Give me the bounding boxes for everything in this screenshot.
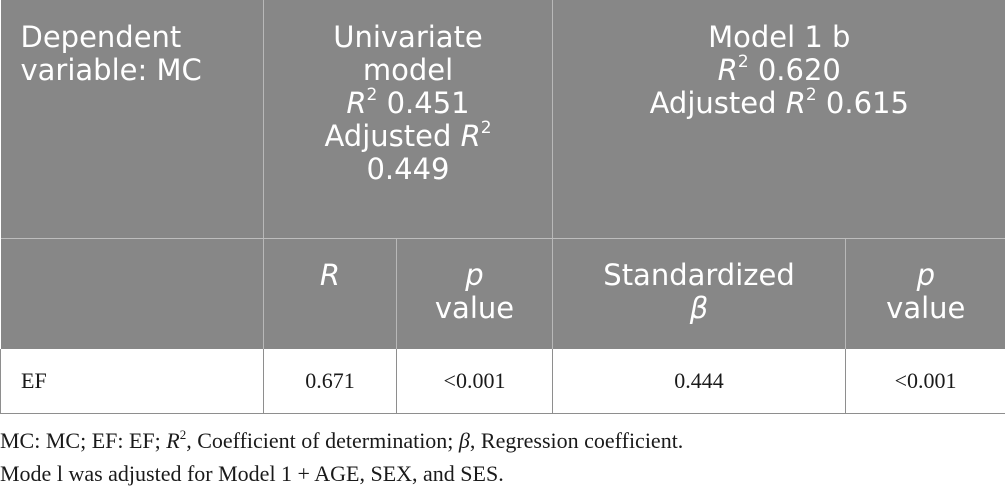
standardized-beta-cell: 0.444 xyxy=(552,349,847,414)
p-label-model: p xyxy=(916,257,935,292)
univariate-r2-sup: 2 xyxy=(366,85,378,106)
table-row: EF 0.671 <0.001 0.444 <0.001 xyxy=(0,349,1005,414)
table-footnotes: MC: MC; EF: EF; R2, Coefficient of deter… xyxy=(0,424,1005,490)
p-univariate-cell: <0.001 xyxy=(395,349,554,414)
model-1b-r2-sup: 2 xyxy=(737,52,749,73)
univariate-adjusted-value: 0.449 xyxy=(366,152,450,186)
header-row-models: Dependent variable: MC Univariate model … xyxy=(0,0,1005,239)
r-cell: 0.671 xyxy=(263,349,397,414)
standardized-label: Standardized xyxy=(603,257,795,292)
standardized-beta-header: Standardized β xyxy=(552,238,847,349)
dependent-variable-line1: Dependent xyxy=(20,20,182,54)
beta-symbol: β xyxy=(689,290,709,325)
p-label-univariate: p xyxy=(465,257,484,292)
empty-header-cell xyxy=(0,238,264,349)
value-label-model: value xyxy=(886,290,966,325)
footnote-beta-symbol: β xyxy=(458,428,470,453)
univariate-r2-value: 0.451 xyxy=(377,86,470,120)
dependent-variable-header: Dependent variable: MC xyxy=(0,0,264,239)
p-value-univariate-header: p value xyxy=(395,238,554,349)
footnote-r-symbol: R xyxy=(166,428,180,453)
value-label-univariate: value xyxy=(434,290,515,325)
univariate-r2-symbol: R xyxy=(346,86,367,120)
variable-cell: EF xyxy=(0,349,264,414)
regression-table-container: Dependent variable: MC Univariate model … xyxy=(0,0,1005,414)
univariate-adjusted-symbol: R xyxy=(460,119,481,153)
footnote-r-sup: 2 xyxy=(179,426,187,442)
model-1b-title: Model 1 b xyxy=(708,20,851,54)
univariate-model-header: Univariate model R2 0.451 Adjusted R2 0.… xyxy=(262,0,554,239)
r-label: R xyxy=(319,257,341,292)
footnote-text-2: , Coefficient of determination; xyxy=(186,428,459,453)
model-1b-adjusted-symbol: R xyxy=(785,86,806,120)
model-1b-adjusted-r2: Adjusted R2 0.615 xyxy=(553,87,1005,120)
model-1b-adjusted-value: 0.615 xyxy=(816,86,909,120)
model-1b-r2-symbol: R xyxy=(717,53,738,87)
univariate-adjusted-r2: Adjusted R2 xyxy=(264,120,552,153)
footnote-abbreviations: MC: MC; EF: EF; R2, Coefficient of deter… xyxy=(0,424,1005,457)
footnote-adjustment: Mode l was adjusted for Model 1 + AGE, S… xyxy=(0,461,504,486)
model-1b-r2: R2 0.620 xyxy=(553,54,1005,87)
univariate-title-line2: model xyxy=(362,53,454,87)
model-1b-header: Model 1 b R2 0.620 Adjusted R2 0.615 xyxy=(552,0,1005,239)
table-body: EF 0.671 <0.001 0.444 <0.001 xyxy=(0,349,1005,414)
table-header: Dependent variable: MC Univariate model … xyxy=(0,0,1005,349)
footnote-text-3: , Regression coefficient. xyxy=(469,428,684,453)
dependent-variable-line2: variable: MC xyxy=(20,53,202,87)
model-1b-r2-value: 0.620 xyxy=(748,53,841,87)
regression-table: Dependent variable: MC Univariate model … xyxy=(0,0,1005,414)
footnote-text-1: MC: MC; EF: EF; xyxy=(0,428,167,453)
r-header: R xyxy=(263,238,397,349)
model-1b-adjusted-label: Adjusted xyxy=(649,86,786,120)
univariate-adjusted-label: Adjusted xyxy=(324,119,461,153)
model-1b-adjusted-sup: 2 xyxy=(805,85,817,106)
p-value-model-header: p value xyxy=(845,238,1005,349)
univariate-adjusted-sup: 2 xyxy=(480,118,492,139)
univariate-title-line1: Univariate xyxy=(333,20,483,54)
p-model-cell: <0.001 xyxy=(845,349,1005,414)
univariate-r2: R2 0.451 xyxy=(264,87,552,120)
header-row-statistics: R p value Standardized β p value xyxy=(0,238,1005,349)
